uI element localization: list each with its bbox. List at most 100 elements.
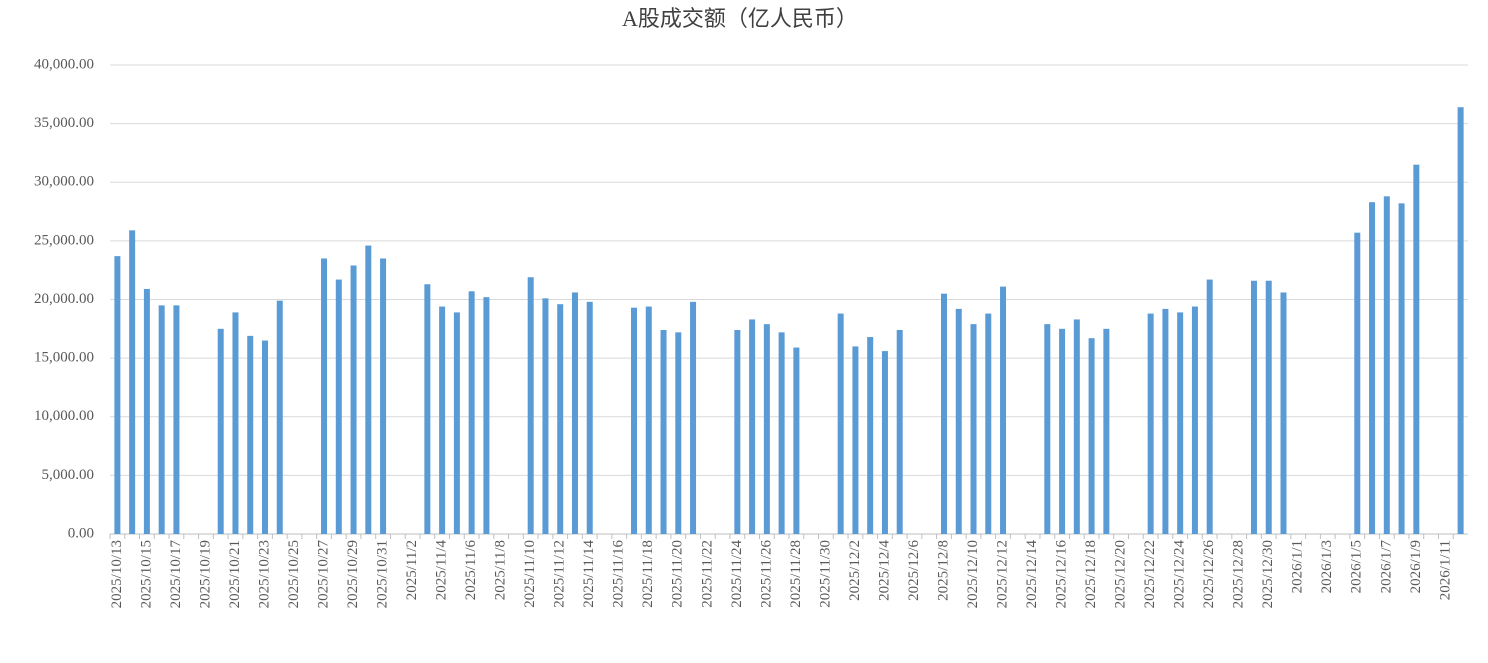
y-tick-label: 15,000.00 bbox=[34, 350, 94, 366]
x-tick-label: 2025/10/17 bbox=[168, 540, 184, 609]
bar bbox=[1369, 202, 1376, 534]
x-tick-label: 2025/12/30 bbox=[1260, 540, 1276, 608]
bar bbox=[571, 292, 578, 534]
bar bbox=[940, 293, 947, 534]
bar bbox=[675, 332, 682, 534]
bar bbox=[1147, 313, 1154, 534]
x-tick-label: 2025/11/26 bbox=[758, 540, 774, 608]
x-tick-label: 2025/12/4 bbox=[876, 540, 892, 601]
x-tick-label: 2026/1/9 bbox=[1408, 540, 1424, 593]
y-tick-label: 30,000.00 bbox=[34, 174, 94, 190]
bar bbox=[763, 324, 770, 534]
y-tick-label: 5,000.00 bbox=[42, 467, 95, 483]
x-tick-label: 2025/10/27 bbox=[315, 540, 331, 609]
bar bbox=[439, 306, 446, 534]
bar bbox=[778, 332, 785, 534]
chart-title: A股成交额（亿人民币） bbox=[622, 6, 858, 31]
bar bbox=[896, 329, 903, 534]
x-tick-label: 2025/11/8 bbox=[493, 540, 509, 600]
bar bbox=[143, 288, 150, 534]
bar bbox=[1354, 232, 1361, 535]
bar bbox=[1073, 319, 1080, 534]
bar bbox=[483, 297, 490, 534]
x-tick-label: 2025/10/31 bbox=[375, 540, 391, 608]
bar bbox=[424, 284, 431, 534]
x-tick-label: 2025/11/28 bbox=[788, 540, 804, 608]
bar bbox=[1162, 308, 1169, 534]
bar bbox=[158, 305, 165, 534]
x-tick-label: 2025/11/22 bbox=[699, 540, 715, 608]
bar bbox=[261, 340, 268, 534]
x-tick-label: 2025/10/29 bbox=[345, 540, 361, 608]
bar bbox=[1000, 286, 1007, 534]
x-tick-label: 2025/11/20 bbox=[670, 540, 686, 608]
x-tick-label: 2025/10/23 bbox=[256, 540, 272, 608]
x-tick-label: 2026/1/5 bbox=[1349, 540, 1365, 593]
bar bbox=[453, 312, 460, 534]
bar bbox=[276, 300, 283, 534]
bar bbox=[321, 258, 328, 534]
x-tick-label: 2025/11/16 bbox=[611, 540, 627, 608]
bar bbox=[335, 279, 342, 534]
bar bbox=[1088, 338, 1095, 534]
x-tick-label: 2025/11/12 bbox=[552, 540, 568, 608]
x-tick-label: 2025/11/6 bbox=[463, 540, 479, 601]
bar bbox=[1383, 196, 1390, 534]
x-tick-label: 2025/10/15 bbox=[138, 540, 154, 608]
bar bbox=[232, 312, 239, 534]
x-tick-label: 2026/1/1 bbox=[1290, 540, 1306, 593]
x-tick-label: 2025/12/10 bbox=[965, 540, 981, 608]
bar bbox=[970, 324, 977, 534]
x-tick-label: 2025/12/8 bbox=[935, 540, 951, 601]
bar bbox=[1177, 312, 1184, 534]
bar bbox=[1103, 328, 1110, 534]
bar bbox=[645, 306, 652, 534]
bar bbox=[1265, 280, 1272, 534]
bar bbox=[1398, 203, 1405, 535]
y-tick-label: 25,000.00 bbox=[34, 232, 94, 248]
x-tick-label: 2025/10/25 bbox=[286, 540, 302, 608]
bar bbox=[468, 291, 475, 534]
x-tick-label: 2025/11/14 bbox=[581, 540, 597, 608]
bar bbox=[129, 230, 136, 534]
bar bbox=[217, 328, 224, 534]
bar bbox=[660, 329, 667, 534]
x-tick-label: 2025/12/18 bbox=[1083, 540, 1099, 608]
x-tick-label: 2025/12/22 bbox=[1142, 540, 1158, 608]
bar bbox=[734, 329, 741, 534]
bar bbox=[173, 305, 180, 534]
bar bbox=[1280, 292, 1287, 534]
bar bbox=[1206, 279, 1213, 534]
x-tick-label: 2025/12/26 bbox=[1201, 540, 1217, 609]
bar bbox=[247, 335, 254, 534]
x-tick-label: 2025/10/21 bbox=[227, 540, 243, 608]
bar bbox=[631, 307, 638, 534]
x-tick-label: 2025/12/12 bbox=[994, 540, 1010, 608]
bar bbox=[690, 301, 697, 534]
x-tick-label: 2025/12/14 bbox=[1024, 540, 1040, 609]
x-tick-label: 2025/11/10 bbox=[522, 540, 538, 608]
bar bbox=[1457, 107, 1464, 535]
bar bbox=[527, 277, 534, 534]
bar bbox=[985, 313, 992, 534]
x-tick-label: 2025/12/20 bbox=[1113, 540, 1129, 608]
bar bbox=[350, 265, 357, 534]
x-tick-label: 2026/1/7 bbox=[1378, 540, 1394, 594]
bar bbox=[1059, 328, 1066, 534]
bar bbox=[749, 319, 756, 534]
x-tick-label: 2025/12/28 bbox=[1231, 540, 1247, 608]
x-tick-label: 2025/11/4 bbox=[434, 540, 450, 601]
x-tick-label: 2025/11/30 bbox=[817, 540, 833, 608]
x-tick-label: 2025/10/13 bbox=[109, 540, 125, 608]
x-tick-label: 2025/11/18 bbox=[640, 540, 656, 608]
bar bbox=[881, 351, 888, 534]
bar bbox=[586, 301, 593, 534]
x-tick-label: 2026/1/11 bbox=[1437, 540, 1453, 600]
y-tick-label: 0.00 bbox=[68, 525, 94, 541]
y-tick-label: 40,000.00 bbox=[34, 56, 94, 72]
bar bbox=[1413, 164, 1420, 534]
x-tick-label: 2025/12/24 bbox=[1172, 540, 1188, 609]
y-tick-label: 10,000.00 bbox=[34, 408, 94, 424]
bar bbox=[1044, 324, 1051, 534]
